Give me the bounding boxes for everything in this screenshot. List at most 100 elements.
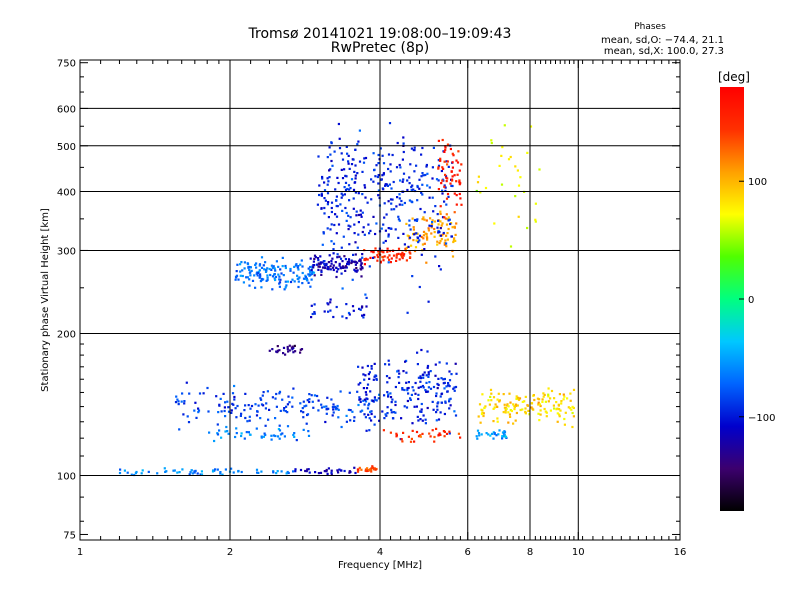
data-point <box>311 271 314 274</box>
data-point <box>389 227 392 230</box>
data-point <box>514 195 517 198</box>
data-point <box>354 174 357 177</box>
data-point <box>327 216 330 219</box>
data-point <box>332 266 335 269</box>
data-point <box>414 246 418 249</box>
data-point <box>477 175 480 178</box>
data-point <box>409 256 412 259</box>
data-point <box>457 432 460 435</box>
data-point <box>518 397 522 400</box>
y-tick-label: 300 <box>57 246 76 257</box>
data-point <box>460 163 463 166</box>
data-point <box>563 417 566 421</box>
data-point <box>335 305 338 309</box>
data-point <box>537 412 540 415</box>
data-point <box>356 246 359 249</box>
phase-stat-x: mean, sd,X: 100.0, 27.3 <box>603 46 724 57</box>
data-point <box>388 376 391 380</box>
data-point <box>354 471 357 475</box>
data-point <box>270 434 273 437</box>
data-point <box>271 266 274 269</box>
data-point <box>419 385 422 389</box>
data-point <box>512 403 515 406</box>
data-point <box>444 217 447 220</box>
data-point <box>426 390 430 393</box>
data-point <box>352 158 355 161</box>
data-point <box>355 210 358 213</box>
data-point <box>293 280 296 283</box>
data-point <box>510 409 513 413</box>
data-point <box>415 232 418 235</box>
data-point <box>350 260 353 263</box>
data-point <box>264 268 267 271</box>
data-point <box>307 281 310 284</box>
data-point <box>271 288 274 291</box>
data-point <box>374 175 377 178</box>
data-point <box>269 273 272 277</box>
data-point <box>360 468 363 471</box>
data-point <box>327 268 330 271</box>
data-point <box>312 271 316 274</box>
data-point <box>490 392 493 395</box>
data-point <box>477 415 480 418</box>
data-point <box>268 349 271 352</box>
data-point <box>352 207 355 210</box>
data-point <box>370 250 373 253</box>
data-point <box>426 172 429 175</box>
data-point <box>418 187 421 190</box>
data-point <box>412 226 415 229</box>
data-point <box>250 269 253 272</box>
data-point <box>346 262 349 266</box>
data-point <box>312 406 315 409</box>
data-point <box>443 387 446 390</box>
data-point <box>361 193 364 196</box>
data-point <box>404 360 407 363</box>
data-point <box>412 148 415 152</box>
data-point <box>292 433 295 437</box>
data-point <box>253 274 256 277</box>
data-point <box>448 398 451 401</box>
data-point <box>517 396 520 399</box>
data-point <box>498 164 501 167</box>
data-point <box>353 268 356 271</box>
data-point <box>556 420 559 423</box>
data-point <box>417 435 421 438</box>
data-point <box>237 469 240 473</box>
data-point <box>299 402 302 405</box>
data-point <box>420 410 423 413</box>
data-point <box>330 469 333 472</box>
data-point <box>366 407 370 410</box>
data-point <box>556 407 559 410</box>
data-point <box>325 468 328 472</box>
data-point <box>235 416 238 419</box>
data-point <box>359 213 362 216</box>
data-point <box>430 223 434 226</box>
data-point <box>284 410 287 413</box>
data-point <box>401 388 404 391</box>
data-point <box>420 191 423 194</box>
data-point <box>451 255 455 258</box>
data-point <box>534 220 537 223</box>
data-point <box>560 402 563 405</box>
data-point <box>447 219 450 222</box>
data-point <box>329 309 332 312</box>
data-point <box>433 435 436 439</box>
data-point <box>443 381 446 384</box>
data-point <box>559 409 562 412</box>
data-point <box>412 228 415 231</box>
data-point <box>417 393 420 396</box>
y-tick-label: 500 <box>57 142 76 153</box>
data-point <box>414 218 417 222</box>
data-point <box>497 392 500 395</box>
data-point <box>384 183 387 186</box>
data-point <box>305 470 308 473</box>
data-point <box>498 429 501 432</box>
data-point <box>344 258 347 261</box>
data-point <box>186 415 189 418</box>
data-point <box>278 392 281 395</box>
data-point <box>343 266 346 269</box>
data-point <box>255 266 258 269</box>
data-point <box>298 276 301 279</box>
data-point <box>398 203 401 206</box>
data-point <box>490 141 493 145</box>
